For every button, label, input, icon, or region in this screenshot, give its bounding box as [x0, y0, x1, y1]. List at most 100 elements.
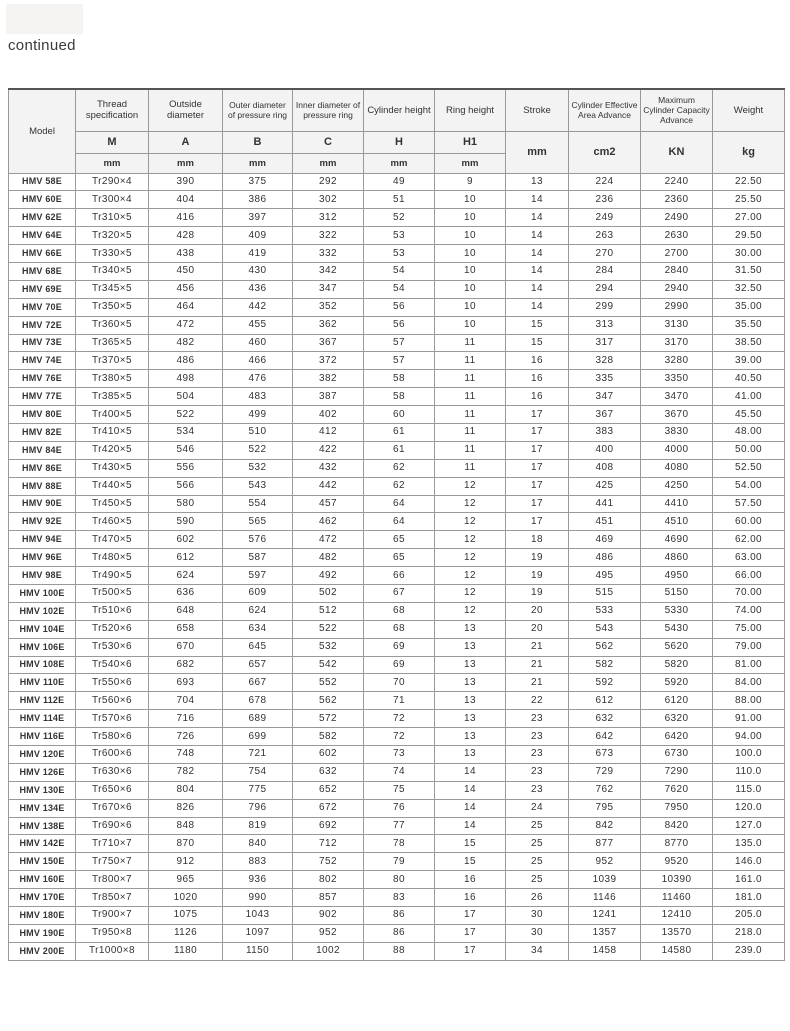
symbol-c: C — [292, 130, 364, 154]
value-cell: 587 — [222, 548, 293, 568]
value-cell: 1458 — [568, 941, 641, 961]
value-cell: 332 — [292, 244, 364, 263]
value-cell: 612 — [568, 691, 641, 711]
value-cell: 952 — [568, 852, 641, 872]
value-cell: 442 — [292, 476, 364, 496]
value-cell: 5820 — [640, 655, 713, 675]
value-cell: 2840 — [640, 261, 713, 281]
table-row: HMV 84E Tr420×5 546 522 422 61 11 17 400 4000 50.0… — [8, 440, 785, 460]
value-cell: 840 — [222, 834, 293, 854]
value-cell: 455 — [222, 315, 293, 335]
value-cell: 86 — [363, 906, 435, 925]
value-cell: 1180 — [148, 941, 223, 961]
value-cell: 80 — [363, 870, 435, 890]
table-row: HMV 73E Tr365×5 482 460 367 57 11 15 317 3170 38.5… — [8, 333, 785, 353]
table-row: HMV 130E Tr650×6 804 775 652 75 14 23 762 7620 115… — [8, 780, 785, 800]
value-cell: Tr580×6 — [75, 727, 149, 746]
spec-table: Model Thread specification Outside diame… — [8, 88, 785, 961]
value-cell: 602 — [292, 745, 364, 764]
value-cell: 73 — [363, 745, 435, 764]
column-header-inner-diameter-pressure-ring: Inner diameter of pressure ring — [292, 88, 364, 132]
model-cell: HMV 72E — [8, 315, 76, 335]
table-row: HMV 80E Tr400×5 522 499 402 60 11 17 367 3670 45.5… — [8, 405, 785, 424]
value-cell: Tr650×6 — [75, 780, 149, 800]
value-cell: 45.50 — [712, 405, 785, 424]
value-cell: 13 — [434, 745, 506, 764]
table-row: HMV 68E Tr340×5 450 430 342 54 10 14 284 2840 31.5… — [8, 261, 785, 281]
value-cell: 62.00 — [712, 530, 785, 550]
value-cell: 5620 — [640, 637, 713, 657]
value-cell: 729 — [568, 762, 641, 782]
value-cell: 16 — [434, 870, 506, 890]
value-cell: 456 — [148, 279, 223, 299]
value-cell: 483 — [222, 387, 293, 407]
model-cell: HMV 86E — [8, 458, 76, 478]
model-cell: HMV 74E — [8, 351, 76, 371]
value-cell: 609 — [222, 583, 293, 603]
value-cell: 14 — [505, 190, 569, 210]
value-cell: 71 — [363, 691, 435, 711]
value-cell: 14 — [505, 244, 569, 263]
value-cell: 552 — [292, 673, 364, 693]
value-cell: 460 — [222, 333, 293, 353]
table-row: HMV 104E Tr520×6 658 634 522 68 13 20 543 5430 75.… — [8, 619, 785, 639]
model-cell: HMV 82E — [8, 422, 76, 442]
table-row: HMV 180E Tr900×7 1075 1043 902 86 17 30 1241 1241… — [8, 906, 785, 925]
value-cell: 236 — [568, 190, 641, 210]
model-cell: HMV 130E — [8, 780, 76, 800]
value-cell: 57.50 — [712, 494, 785, 514]
value-cell: 14 — [505, 297, 569, 317]
table-row: HMV 114E Tr570×6 716 689 572 72 13 23 632 6320 91.… — [8, 709, 785, 729]
value-cell: 1075 — [148, 906, 223, 925]
value-cell: 546 — [148, 440, 223, 460]
value-cell: 1146 — [568, 888, 641, 908]
table-row: HMV 160E Tr800×7 965 936 802 80 16 25 1039 10390 1… — [8, 870, 785, 890]
model-cell: HMV 68E — [8, 261, 76, 281]
value-cell: 53 — [363, 226, 435, 246]
value-cell: 883 — [222, 852, 293, 872]
value-cell: 21 — [505, 673, 569, 693]
value-cell: 652 — [292, 780, 364, 800]
value-cell: Tr400×5 — [75, 405, 149, 424]
model-cell: HMV 66E — [8, 244, 76, 263]
value-cell: 451 — [568, 512, 641, 532]
value-cell: 3830 — [640, 422, 713, 442]
value-cell: 20 — [505, 619, 569, 639]
value-cell: 25 — [505, 834, 569, 854]
value-cell: 54 — [363, 279, 435, 299]
value-cell: Tr420×5 — [75, 440, 149, 460]
table-row: HMV 100E Tr500×5 636 609 502 67 12 19 515 5150 70.… — [8, 583, 785, 603]
value-cell: 5330 — [640, 601, 713, 621]
value-cell: 79 — [363, 852, 435, 872]
value-cell: 3470 — [640, 387, 713, 407]
table-row: HMV 150E Tr750×7 912 883 752 79 15 25 952 9520 146… — [8, 852, 785, 872]
value-cell: 632 — [568, 709, 641, 729]
value-cell: 400 — [568, 440, 641, 460]
value-cell: 422 — [292, 440, 364, 460]
value-cell: 25 — [505, 816, 569, 836]
value-cell: 60.00 — [712, 512, 785, 532]
table-row: HMV 64E Tr320×5 428 409 322 53 10 14 263 2630 29.5… — [8, 226, 785, 246]
value-cell: 857 — [292, 888, 364, 908]
value-cell: 582 — [292, 727, 364, 746]
table-row: HMV 88E Tr440×5 566 543 442 62 12 17 425 4250 54.0… — [8, 476, 785, 496]
value-cell: 313 — [568, 315, 641, 335]
value-cell: 115.0 — [712, 780, 785, 800]
model-cell: HMV 170E — [8, 888, 76, 908]
value-cell: 72 — [363, 727, 435, 746]
value-cell: 495 — [568, 566, 641, 585]
value-cell: 704 — [148, 691, 223, 711]
value-cell: Tr440×5 — [75, 476, 149, 496]
value-cell: 612 — [148, 548, 223, 568]
value-cell: 402 — [292, 405, 364, 424]
value-cell: 8420 — [640, 816, 713, 836]
value-cell: 20 — [505, 601, 569, 621]
value-cell: 1002 — [292, 941, 364, 961]
value-cell: 386 — [222, 190, 293, 210]
value-cell: Tr1000×8 — [75, 941, 149, 961]
column-header-thread-spec: Thread specification — [75, 88, 149, 132]
value-cell: Tr470×5 — [75, 530, 149, 550]
value-cell: 11 — [434, 369, 506, 389]
value-cell: 249 — [568, 208, 641, 228]
value-cell: Tr750×7 — [75, 852, 149, 872]
